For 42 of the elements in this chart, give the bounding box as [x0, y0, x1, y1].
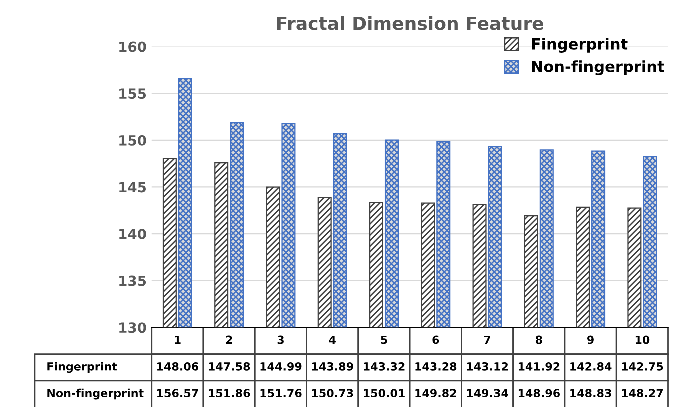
x-tick-label: 7 — [484, 336, 490, 344]
data-label: 143.28 — [416, 362, 457, 371]
chart-title: Fractal Dimension Feature — [277, 16, 544, 30]
data-label: 143.32 — [364, 362, 405, 371]
y-tick-label: 130 — [120, 322, 146, 334]
data-label: 150.01 — [364, 389, 405, 398]
data-label: 148.06 — [158, 362, 199, 371]
data-label: 149.34 — [467, 389, 508, 398]
x-tick-label: 4 — [329, 336, 336, 344]
data-label: 142.75 — [622, 362, 664, 371]
y-tick-label: 155 — [120, 88, 146, 100]
text: Non-fingerprint — [48, 388, 144, 400]
legend-label: Non-fingerprint — [532, 60, 664, 76]
x-tick-label: 10 — [636, 336, 650, 344]
data-label: 143.89 — [312, 362, 354, 371]
data-label: 147.58 — [209, 362, 250, 371]
x-tick-label: 2 — [226, 336, 232, 344]
y-tick-label: 160 — [120, 42, 146, 52]
data-label: 150.73 — [312, 389, 354, 398]
text: Fingerprint — [48, 362, 118, 374]
x-tick-label: 6 — [432, 336, 440, 344]
data-label: 143.12 — [467, 362, 508, 371]
data-label: 148.83 — [570, 389, 612, 398]
x-tick-label: 3 — [278, 336, 284, 344]
x-tick-label: 1 — [175, 336, 181, 344]
data-label: 142.84 — [570, 362, 612, 371]
data-label: 151.76 — [260, 389, 302, 398]
data-label: 141.92 — [518, 362, 560, 371]
data-label: 144.99 — [260, 362, 302, 371]
data-label: 156.57 — [158, 389, 198, 398]
y-tick-label: 145 — [120, 182, 146, 193]
y-tick-label: 135 — [120, 276, 146, 286]
x-tick-label: 9 — [588, 336, 594, 344]
data-label: 148.96 — [518, 389, 560, 398]
x-tick-label: 8 — [536, 336, 542, 344]
data-label: 148.27 — [622, 389, 663, 398]
y-tick-label: 150 — [120, 135, 146, 146]
y-tick-label: 140 — [120, 228, 146, 240]
x-tick-label: 5 — [381, 336, 388, 344]
legend-label: Fingerprint — [532, 38, 628, 53]
data-label: 151.86 — [209, 389, 250, 398]
data-label: 149.82 — [416, 389, 456, 398]
